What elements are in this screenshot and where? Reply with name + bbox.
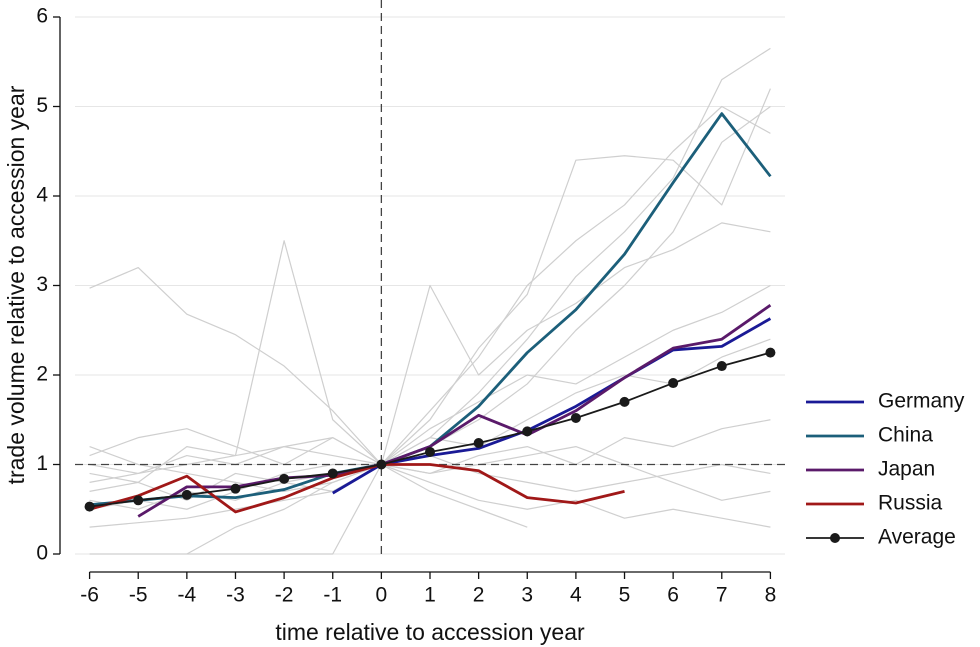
series-marker: [376, 459, 387, 470]
series-marker: [425, 446, 435, 457]
x-tick-label: -1: [323, 584, 342, 607]
series-marker: [84, 501, 95, 512]
series-marker: [133, 495, 144, 506]
background-line: [89, 222, 771, 466]
x-tick-label: 1: [424, 584, 436, 607]
legend-marker: [830, 533, 840, 543]
y-axis-label: trade volume relative to accession year: [3, 85, 29, 484]
series-marker: [522, 426, 533, 437]
x-tick-label: 4: [570, 584, 582, 607]
x-tick-label: -2: [275, 584, 294, 607]
y-tick-label: 4: [36, 184, 48, 207]
background-line: [89, 446, 771, 528]
legend-label: Russia: [878, 492, 943, 515]
y-tick-label: 1: [36, 452, 48, 475]
x-tick-label: 3: [521, 584, 533, 607]
series-line: [137, 304, 772, 518]
series-marker: [765, 347, 776, 358]
legend-label: China: [878, 424, 933, 447]
x-tick-label: 8: [765, 584, 777, 607]
background-line: [89, 446, 771, 501]
y-tick-label: 2: [36, 363, 48, 386]
series-marker: [181, 489, 192, 500]
series-marker: [473, 438, 484, 449]
x-tick-label: -4: [178, 584, 197, 607]
x-tick-label: -6: [80, 584, 99, 607]
y-tick-label: 5: [36, 94, 48, 117]
background-line: [89, 284, 771, 510]
series-line: [332, 317, 772, 495]
y-tick-label: 3: [36, 273, 48, 296]
x-tick-label: -3: [226, 584, 245, 607]
series-marker: [570, 412, 581, 423]
series-marker: [716, 361, 727, 372]
series-marker: [279, 473, 290, 484]
legend-label: Average: [878, 526, 956, 549]
series-line: [89, 463, 625, 514]
x-tick-label: 5: [619, 584, 631, 607]
x-tick-label: -5: [129, 584, 148, 607]
legend-label: Germany: [878, 390, 965, 413]
background-line: [89, 105, 771, 510]
x-tick-label: 0: [376, 584, 388, 607]
x-tick-label: 2: [473, 584, 485, 607]
x-tick-label: 6: [667, 584, 679, 607]
background-line: [89, 47, 771, 466]
series-marker: [619, 396, 630, 407]
series-marker: [230, 483, 241, 494]
y-tick-label: 0: [36, 542, 48, 565]
legend-label: Japan: [878, 458, 935, 481]
background-line: [89, 437, 528, 528]
background-line: [89, 88, 771, 483]
series-marker: [327, 468, 338, 479]
series-marker: [668, 378, 679, 389]
x-tick-label: 7: [716, 584, 728, 607]
y-tick-label: 6: [36, 5, 48, 28]
x-axis-label: time relative to accession year: [275, 619, 585, 645]
series-line: [89, 351, 771, 508]
